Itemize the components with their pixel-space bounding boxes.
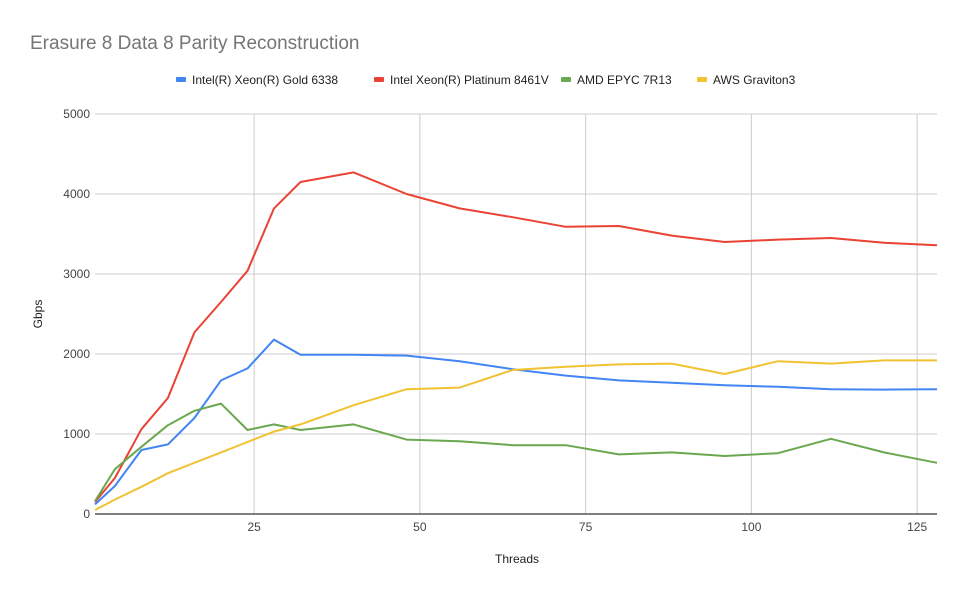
legend-label-3: AWS Graviton3: [713, 73, 796, 87]
legend-swatch-0: [176, 77, 186, 82]
legend: Intel(R) Xeon(R) Gold 6338 Intel Xeon(R) …: [176, 73, 796, 87]
series-lines: [94, 171, 938, 511]
y-axis-label: Gbps: [31, 300, 45, 329]
legend-label-0: Intel(R) Xeon(R) Gold 6338: [192, 73, 338, 87]
series-line-2: [94, 402, 938, 502]
y-tick-label: 0: [83, 507, 90, 521]
y-tick-label: 2000: [63, 347, 90, 361]
y-tick-label: 3000: [63, 267, 90, 281]
x-tick-label: 125: [907, 520, 927, 534]
gridlines: [95, 113, 937, 515]
tick-labels: 0 1000 2000 3000 4000 5000 25 50 75 100 125: [63, 107, 927, 534]
chart-title: Erasure 8 Data 8 Parity Reconstruction: [30, 33, 360, 54]
x-tick-label: 25: [247, 520, 261, 534]
x-axis-label: Threads: [495, 552, 539, 566]
legend-label-2: AMD EPYC 7R13: [577, 73, 672, 87]
y-tick-label: 1000: [63, 427, 90, 441]
x-tick-label: 100: [741, 520, 761, 534]
legend-label-1: Intel Xeon(R) Platinum 8461V: [390, 73, 549, 87]
x-tick-label: 75: [579, 520, 593, 534]
y-tick-label: 4000: [63, 187, 90, 201]
y-tick-label: 5000: [63, 107, 90, 121]
legend-swatch-1: [374, 77, 384, 82]
series-line-1: [94, 171, 938, 503]
legend-swatch-3: [697, 77, 707, 82]
legend-swatch-2: [561, 77, 571, 82]
series-line-0: [94, 338, 938, 506]
series-line-3: [94, 359, 937, 511]
x-tick-label: 50: [413, 520, 427, 534]
